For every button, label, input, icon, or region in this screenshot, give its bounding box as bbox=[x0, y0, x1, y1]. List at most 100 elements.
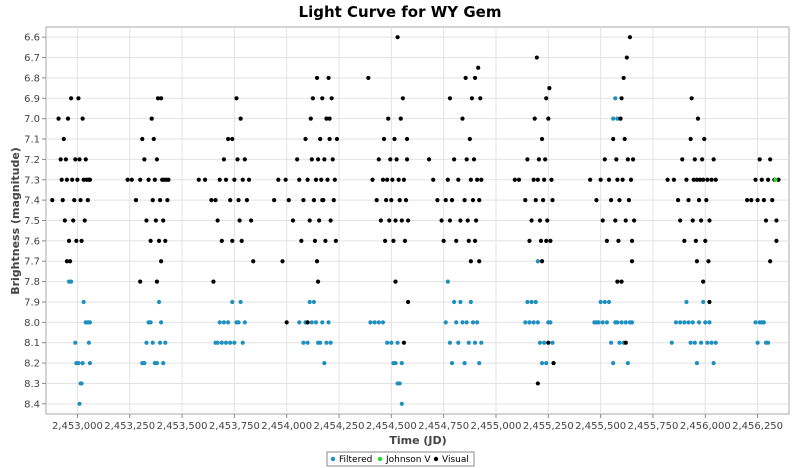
filtered-point bbox=[682, 320, 687, 325]
filtered-point bbox=[686, 320, 691, 325]
filtered-point bbox=[535, 320, 540, 325]
visual-point bbox=[67, 259, 73, 264]
visual-point bbox=[142, 157, 147, 162]
visual-point bbox=[545, 218, 550, 223]
visual-point bbox=[311, 198, 316, 203]
visual-point bbox=[403, 198, 409, 203]
visual-point bbox=[392, 136, 397, 142]
filtered-point bbox=[322, 360, 327, 366]
filtered-point bbox=[81, 299, 86, 305]
visual-point bbox=[166, 177, 171, 182]
visual-point bbox=[625, 157, 630, 162]
visual-point bbox=[332, 177, 337, 182]
filtered-point bbox=[617, 340, 622, 345]
visual-point bbox=[389, 198, 394, 203]
visual-point bbox=[151, 136, 156, 142]
visual-point bbox=[465, 218, 470, 223]
visual-point bbox=[682, 238, 687, 243]
visual-point bbox=[774, 218, 779, 223]
visual-point bbox=[696, 198, 702, 203]
visual-point bbox=[240, 177, 245, 182]
visual-point bbox=[624, 55, 629, 60]
visual-point bbox=[303, 136, 308, 142]
visual-point bbox=[211, 279, 216, 284]
visual-point bbox=[386, 116, 391, 121]
visual-point bbox=[66, 238, 72, 243]
visual-point bbox=[73, 157, 78, 162]
visual-point bbox=[531, 177, 536, 182]
filtered-point bbox=[479, 340, 484, 345]
y-tick-label: 7.1 bbox=[24, 135, 40, 146]
filtered-point bbox=[523, 320, 528, 325]
visual-point bbox=[380, 177, 386, 182]
visual-point bbox=[694, 259, 700, 264]
visual-point bbox=[623, 218, 628, 223]
visual-point bbox=[328, 218, 333, 223]
visual-point bbox=[551, 360, 556, 366]
visual-point bbox=[284, 320, 289, 325]
visual-point bbox=[753, 177, 758, 182]
visual-point bbox=[405, 218, 411, 223]
y-tick-label: 7.2 bbox=[24, 155, 40, 166]
visual-point bbox=[393, 218, 398, 223]
visual-point bbox=[439, 218, 444, 223]
visual-point bbox=[74, 238, 79, 243]
visual-point bbox=[691, 177, 696, 182]
visual-point bbox=[614, 157, 619, 162]
visual-point bbox=[63, 157, 68, 162]
visual-point bbox=[87, 177, 93, 182]
x-tick-label: 2,455,000 bbox=[471, 421, 522, 432]
filtered-point bbox=[692, 340, 697, 345]
filtered-point bbox=[525, 299, 530, 305]
visual-point bbox=[630, 157, 636, 162]
x-tick-label: 2,453,500 bbox=[157, 421, 208, 432]
visual-point bbox=[330, 157, 335, 162]
filtered-point bbox=[698, 340, 704, 345]
visual-point bbox=[713, 177, 718, 182]
visual-point bbox=[239, 238, 244, 243]
filtered-point bbox=[217, 320, 222, 325]
visual-point bbox=[757, 157, 762, 162]
visual-point bbox=[464, 157, 469, 162]
filtered-point bbox=[458, 299, 463, 305]
visual-point bbox=[538, 238, 544, 243]
visual-point bbox=[620, 177, 625, 182]
visual-point bbox=[322, 157, 327, 162]
visual-point bbox=[458, 218, 463, 223]
visual-point bbox=[678, 218, 683, 223]
visual-point bbox=[295, 157, 300, 162]
x-tick-label: 2,453,250 bbox=[104, 421, 155, 432]
filtered-point bbox=[477, 360, 482, 366]
y-tick-label: 7.0 bbox=[24, 114, 40, 125]
visual-point bbox=[334, 136, 340, 142]
visual-point bbox=[622, 136, 627, 142]
visual-point bbox=[398, 116, 403, 121]
visual-point bbox=[474, 218, 479, 223]
visual-point bbox=[297, 177, 302, 182]
x-tick-label: 2,456,000 bbox=[680, 421, 731, 432]
visual-point bbox=[536, 157, 541, 162]
visual-point bbox=[476, 65, 481, 70]
filtered-point bbox=[707, 320, 712, 325]
visual-point bbox=[50, 198, 55, 203]
visual-point bbox=[468, 259, 473, 264]
visual-point bbox=[768, 259, 773, 264]
visual-point bbox=[215, 218, 220, 223]
visual-point bbox=[694, 177, 700, 182]
filtered-point bbox=[163, 340, 168, 345]
visual-point bbox=[251, 259, 256, 264]
filtered-point bbox=[142, 360, 147, 366]
visual-point bbox=[542, 177, 547, 182]
filtered-point bbox=[445, 279, 450, 284]
filtered-point bbox=[608, 340, 614, 345]
visual-point bbox=[391, 238, 396, 243]
visual-point bbox=[749, 198, 754, 203]
filtered-point bbox=[694, 360, 700, 366]
visual-point bbox=[78, 198, 83, 203]
visual-point bbox=[81, 177, 86, 182]
visual-point bbox=[466, 238, 471, 243]
filtered-point bbox=[389, 340, 394, 345]
visual-point bbox=[705, 177, 710, 182]
visual-point bbox=[149, 116, 154, 121]
visual-point bbox=[317, 218, 322, 223]
